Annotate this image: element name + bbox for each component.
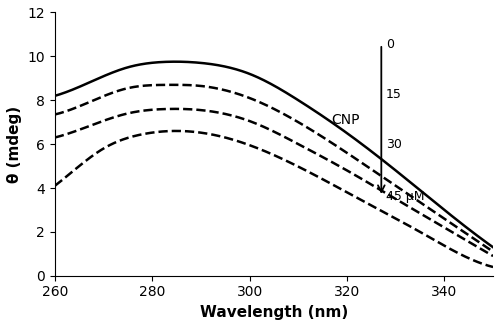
Text: 45 µM: 45 µM [386,190,424,203]
Text: 15: 15 [386,88,402,101]
Text: 0: 0 [386,38,394,51]
X-axis label: Wavelength (nm): Wavelength (nm) [200,305,348,320]
Text: 30: 30 [386,138,402,151]
Y-axis label: θ (mdeg): θ (mdeg) [7,106,22,183]
Text: CNP: CNP [331,113,360,128]
